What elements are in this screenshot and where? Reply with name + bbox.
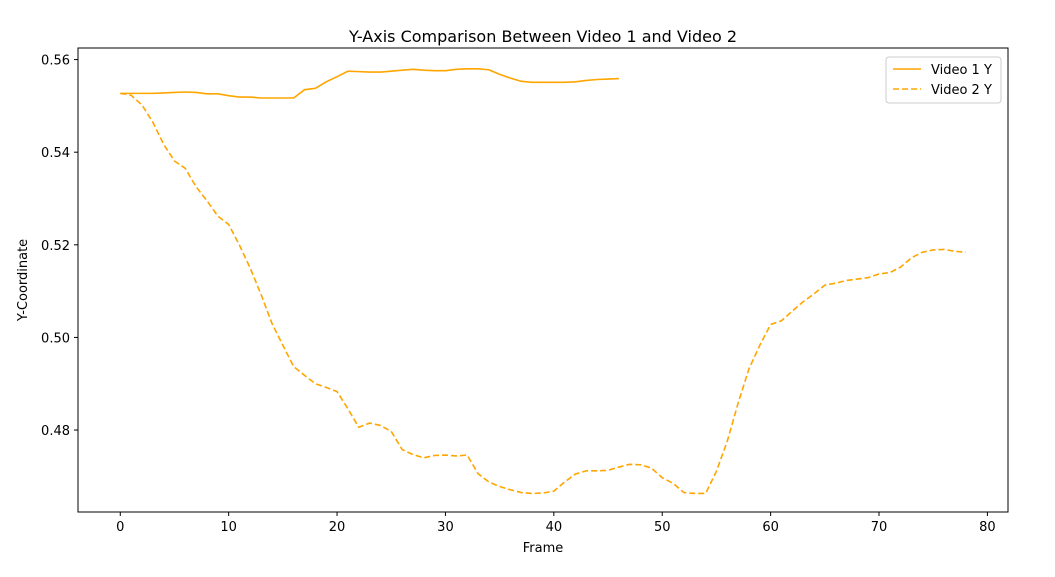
y-axis-ticks: 0.48 0.50 0.52 0.54 0.56 xyxy=(41,54,78,439)
legend-label-video-2: Video 2 Y xyxy=(931,83,992,98)
y-tick-label: 0.54 xyxy=(41,146,70,161)
y-tick-label: 0.48 xyxy=(41,424,70,439)
y-tick-label: 0.50 xyxy=(41,331,70,346)
legend: Video 1 Y Video 2 Y xyxy=(885,56,1002,104)
x-tick-label: 60 xyxy=(762,520,779,535)
x-tick-label: 0 xyxy=(116,520,124,535)
series-line-2 xyxy=(120,92,966,495)
x-axis-ticks: 0 10 20 30 40 50 60 70 80 xyxy=(116,512,996,535)
x-tick-label: 10 xyxy=(220,520,237,535)
legend-label-video-1: Video 1 Y xyxy=(931,63,992,78)
x-tick-label: 80 xyxy=(979,520,996,535)
x-tick-label: 20 xyxy=(329,520,346,535)
series-layer xyxy=(120,68,966,495)
x-tick-label: 40 xyxy=(546,520,563,535)
x-tick-label: 30 xyxy=(437,520,454,535)
y-axis-label: Y-Coordinate xyxy=(16,239,31,322)
x-tick-label: 70 xyxy=(871,520,888,535)
x-axis-label: Frame xyxy=(523,541,564,556)
series-line-1 xyxy=(120,68,619,99)
plot-area-frame xyxy=(77,47,1009,513)
y-tick-label: 0.52 xyxy=(41,239,70,254)
y-tick-label: 0.56 xyxy=(41,54,70,69)
x-tick-label: 50 xyxy=(654,520,671,535)
chart-title: Y-Axis Comparison Between Video 1 and Vi… xyxy=(348,27,737,46)
